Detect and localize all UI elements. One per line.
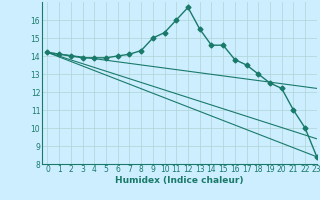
X-axis label: Humidex (Indice chaleur): Humidex (Indice chaleur) [115,176,244,185]
